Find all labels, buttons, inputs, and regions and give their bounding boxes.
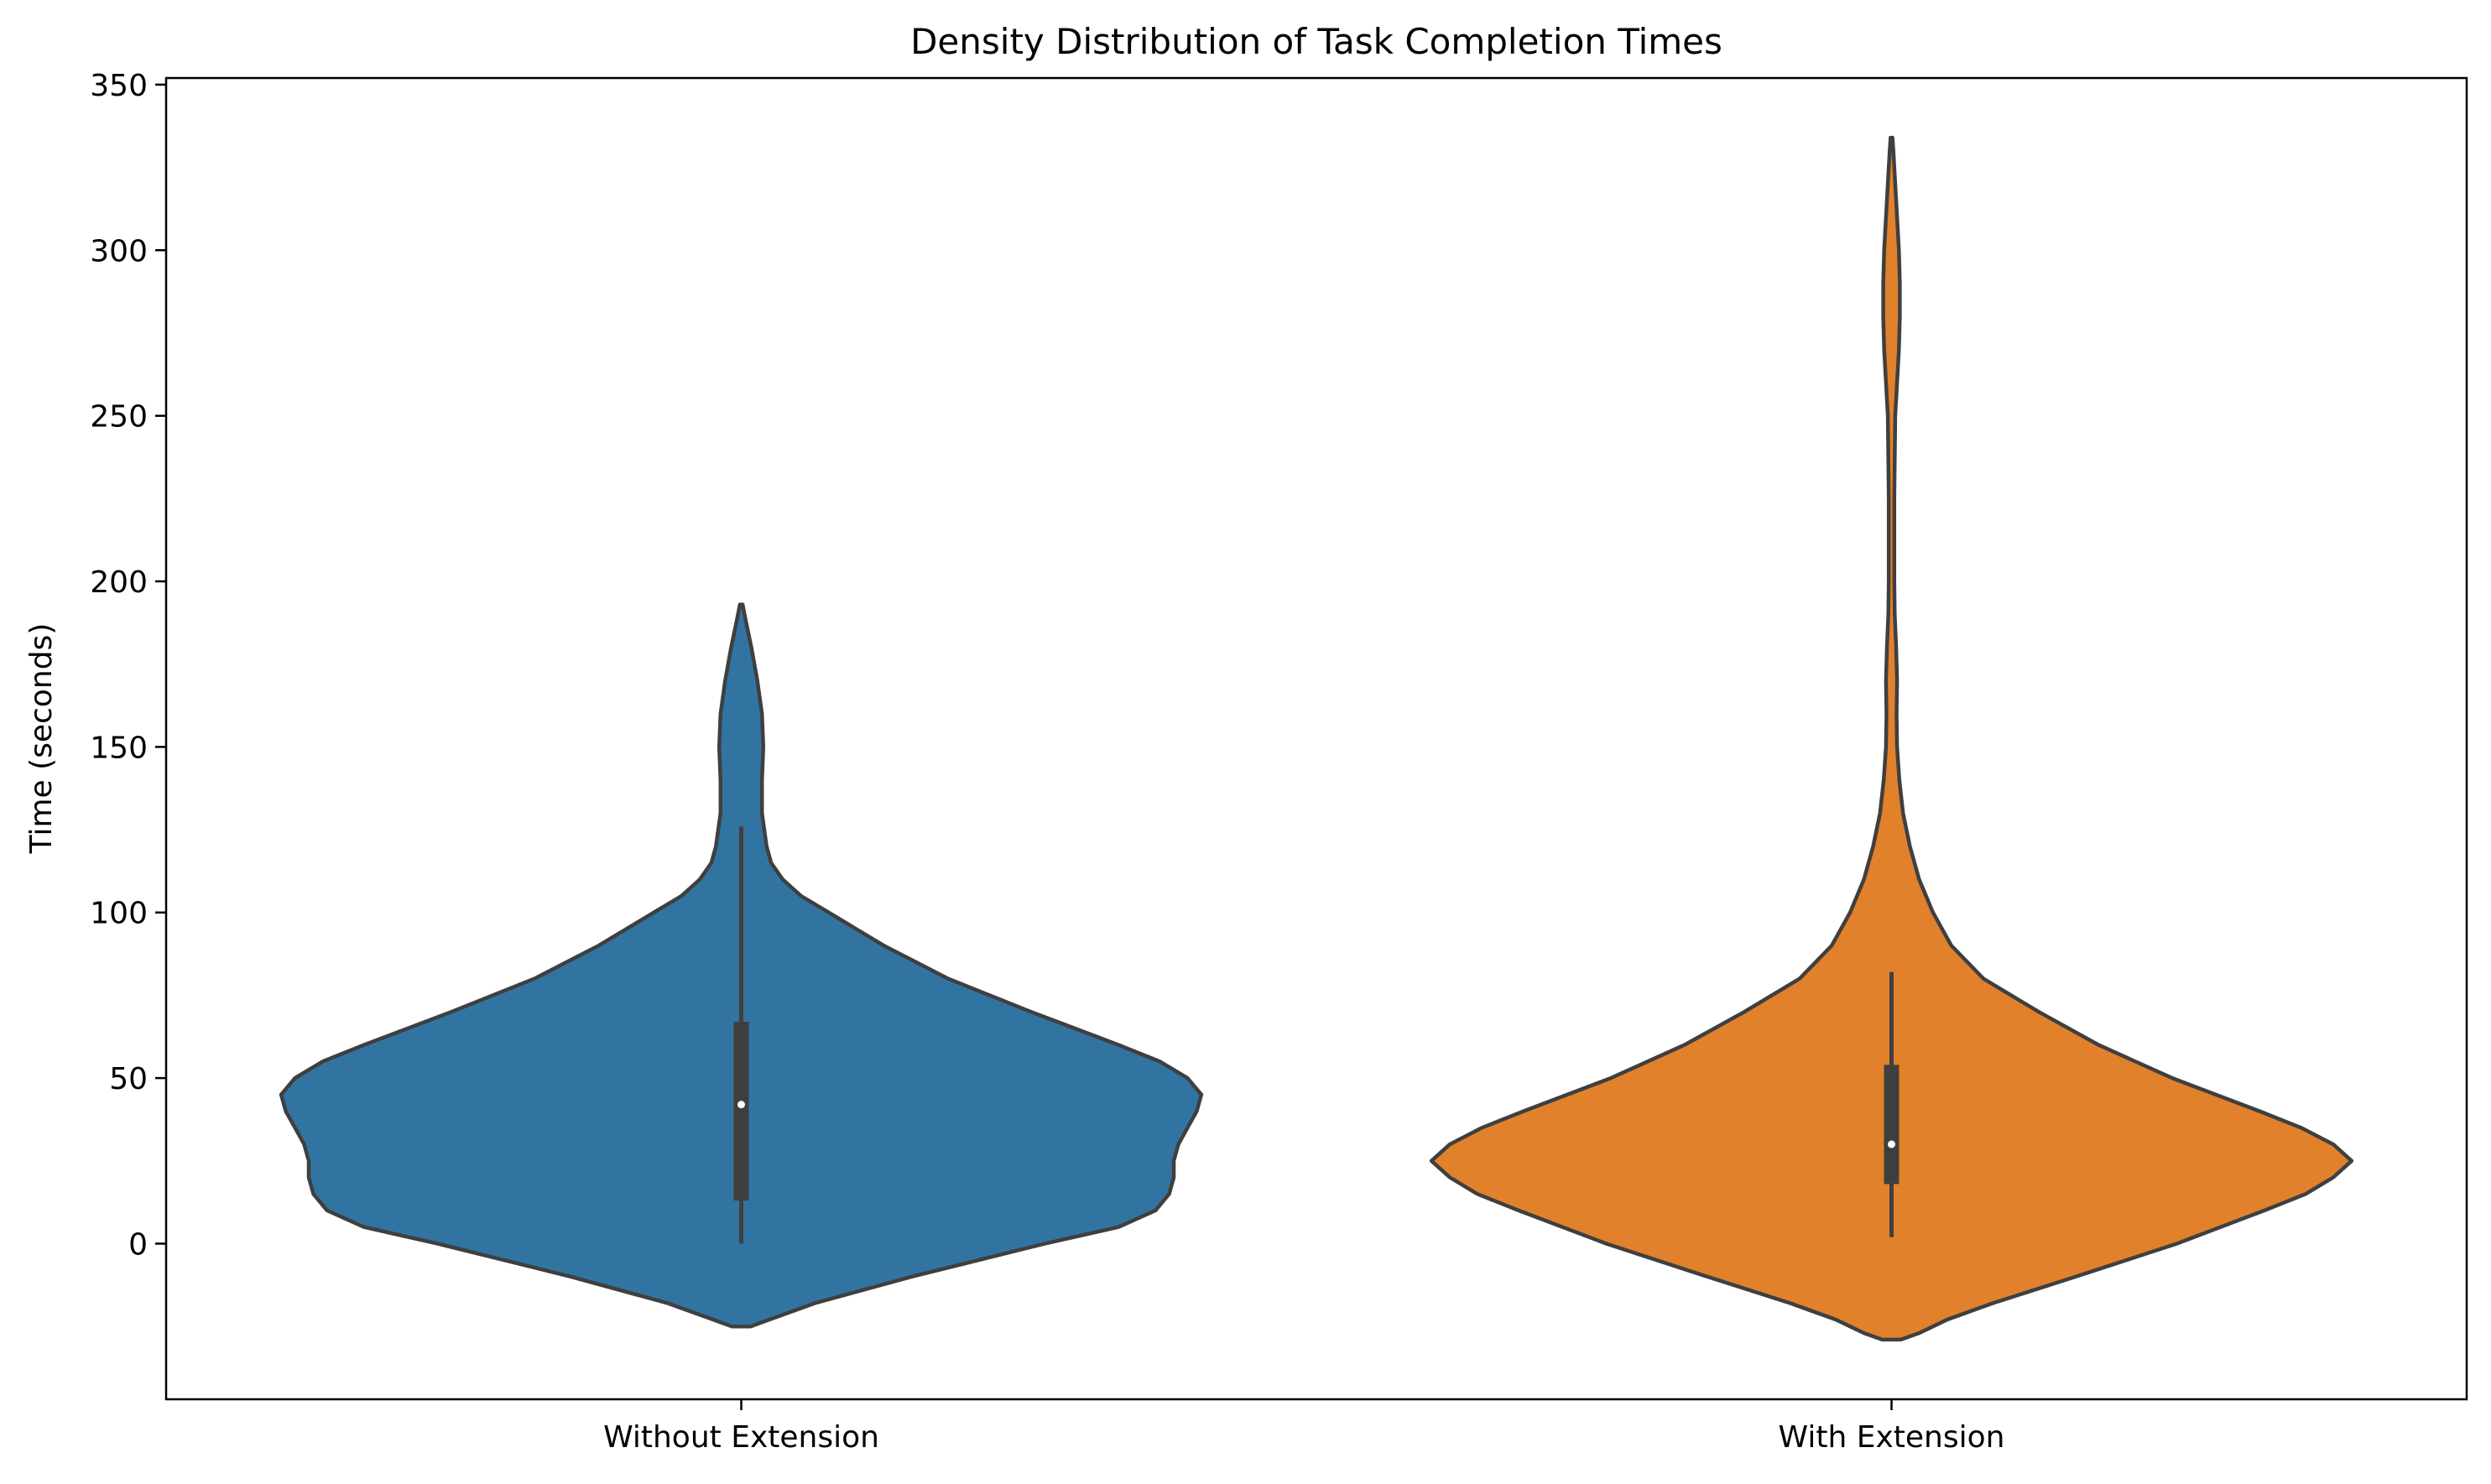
y-axis: 0 50 100 150 200 250 300 350: [90, 69, 166, 1262]
plot-frame: [164, 76, 2468, 1401]
y-tick-label: 100: [90, 897, 148, 931]
y-axis-label: Time (seconds): [24, 623, 59, 855]
median-marker: [737, 1101, 745, 1109]
x-tick-label: Without Extension: [603, 1420, 879, 1455]
y-tick-label: 150: [90, 731, 148, 765]
median-marker: [1888, 1140, 1895, 1148]
violin-body: [1429, 135, 2354, 1342]
x-axis: Without Extension With Extension: [603, 1399, 2004, 1455]
y-tick-label: 0: [128, 1227, 148, 1262]
y-tick-label: 200: [90, 565, 148, 600]
y-tick-label: 300: [90, 234, 148, 268]
y-tick-label: 350: [90, 69, 148, 103]
y-tick-label: 250: [90, 400, 148, 435]
iqr-box: [1884, 1065, 1900, 1185]
chart-title: Density Distribution of Task Completion …: [910, 21, 1722, 62]
y-tick-label: 50: [109, 1062, 148, 1096]
inner-box-layer: [733, 826, 1900, 1244]
x-tick-label: With Extension: [1779, 1420, 2005, 1455]
iqr-box: [733, 1022, 749, 1201]
